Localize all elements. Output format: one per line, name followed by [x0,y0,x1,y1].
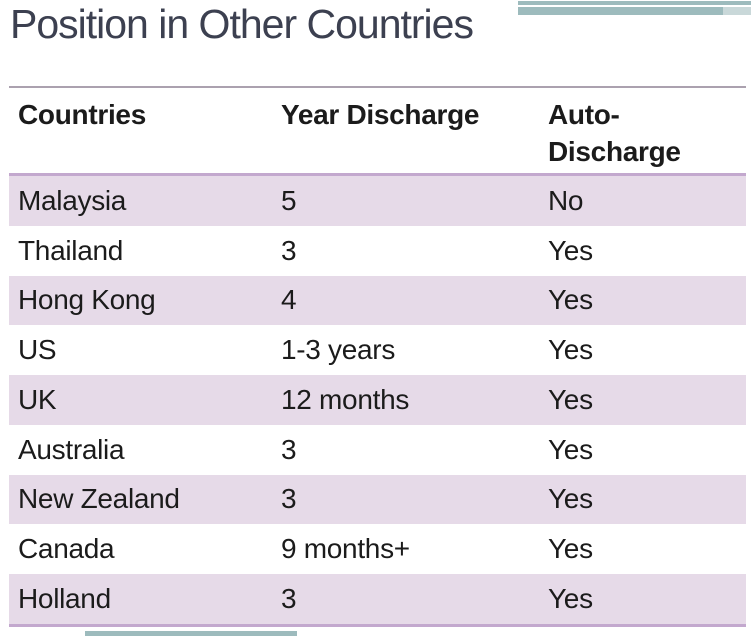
column-header-year-discharge: Year Discharge [281,99,480,130]
cell-auto-discharge: Yes [548,383,593,415]
table-row-holland: Holland 3 Yes [9,574,746,624]
cell-country: Malaysia [18,184,127,216]
cell-year-discharge: 4 [281,284,297,316]
cell-auto-discharge: Yes [548,234,593,266]
cell-country: US [18,334,57,366]
table-row-canada: Canada 9 months+ Yes [9,524,746,574]
cell-year-discharge: 9 months+ [281,533,410,565]
teal-accent-bar-top [518,1,751,5]
cell-country: Canada [18,533,115,565]
cell-year-discharge: 1-3 years [281,334,396,366]
table-row-uk: UK 12 months Yes [9,375,746,425]
cell-auto-discharge: Yes [548,533,593,565]
teal-accent-bar-light [723,7,751,15]
cell-year-discharge: 3 [281,583,297,614]
table-row-australia: Australia 3 Yes [9,425,746,475]
teal-accent-bar-bottom [85,631,297,636]
cell-auto-discharge: Yes [548,433,593,465]
cell-country: New Zealand [18,483,180,515]
cell-year-discharge: 3 [281,234,297,266]
table-bottom-border [9,624,746,627]
table-row-new-zealand: New Zealand 3 Yes [9,474,746,525]
table-row-thailand: Thailand 3 Yes [9,226,746,276]
cell-country: Holland [18,583,111,614]
cell-country: Thailand [18,234,124,266]
table-row-us: US 1-3 years Yes [9,325,746,375]
cell-country: UK [18,383,57,415]
cell-country: Australia [18,433,125,465]
table-header-row: Countries Year Discharge Auto-Discharge [9,88,746,173]
cell-auto-discharge: Yes [548,284,593,316]
cell-year-discharge: 5 [281,184,297,216]
cell-auto-discharge: Yes [548,483,593,515]
column-header-auto-discharge: Auto-Discharge [548,99,681,167]
cell-auto-discharge: Yes [548,583,593,614]
column-header-countries: Countries [18,99,146,130]
table-body: Malaysia 5 No Thailand 3 Yes Hong Kong 4… [9,176,746,624]
cell-year-discharge: 3 [281,483,297,515]
teal-accent-bar-main [518,7,723,15]
page-title: Position in Other Countries [10,1,474,47]
header-bottom-border [9,173,746,176]
cell-year-discharge: 12 months [281,383,410,415]
table-row-hong-kong: Hong Kong 4 Yes [9,275,746,326]
cell-country: Hong Kong [18,284,156,316]
cell-auto-discharge: No [548,184,584,216]
cell-year-discharge: 3 [281,433,297,465]
table-row-malaysia: Malaysia 5 No [9,176,746,226]
table-top-rule [9,86,746,88]
cell-auto-discharge: Yes [548,334,593,366]
